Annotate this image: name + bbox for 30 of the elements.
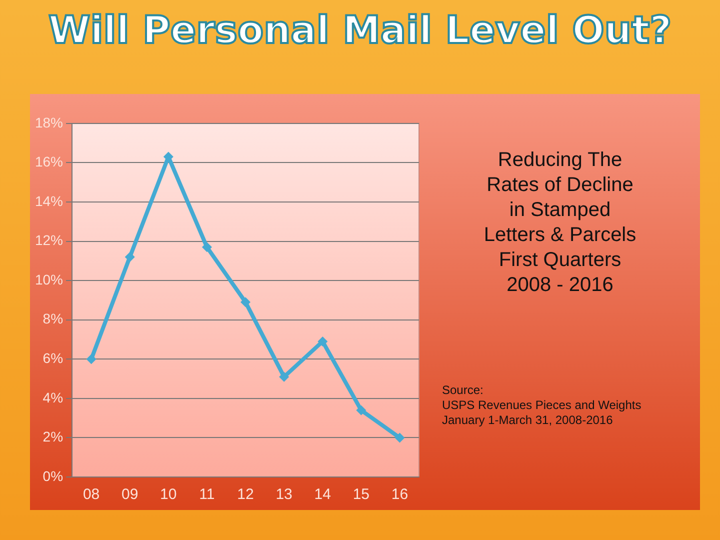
y-tick-label: 16%	[34, 154, 64, 170]
x-tick-label: 16	[391, 486, 408, 504]
point	[356, 405, 366, 416]
y-tick-label: 12%	[34, 232, 64, 248]
y-tick-label: 8%	[42, 310, 64, 327]
point	[240, 297, 251, 308]
x-tick-label: 10	[160, 486, 177, 504]
point	[202, 242, 212, 252]
x-tick-label: 08	[82, 486, 100, 504]
text: Reducing The Rates of Decline in Stamped Letters & Parcels First Quarters 2008 - 2016	[482, 148, 638, 298]
source-note: Source: USPS Revenues Pieces and Weights January 1-March 31, 2008-2016	[442, 383, 642, 428]
point	[86, 354, 96, 364]
x-tick-label: 15	[352, 486, 370, 504]
x-tick-label: 14	[314, 486, 331, 504]
y-tick-label: 4%	[42, 389, 64, 406]
point	[394, 432, 405, 443]
y-tick-label: 6%	[42, 350, 64, 366]
x-tick-label: 12	[237, 486, 254, 504]
point	[318, 336, 328, 346]
point	[124, 252, 135, 262]
x-tick-label: 11	[199, 486, 215, 504]
y-tick-label: 18%	[34, 114, 64, 130]
y-tick-label: 0%	[42, 468, 64, 484]
y-tick-label: 14%	[34, 192, 64, 209]
point	[279, 372, 290, 382]
chart-title: Will Personal Mail Level Out?	[47, 8, 673, 52]
y-tick-label: 10%	[34, 271, 64, 288]
x-tick-label: 13	[276, 486, 292, 504]
y-tick-label: 2%	[42, 428, 64, 445]
x-tick-label: 09	[122, 486, 138, 504]
